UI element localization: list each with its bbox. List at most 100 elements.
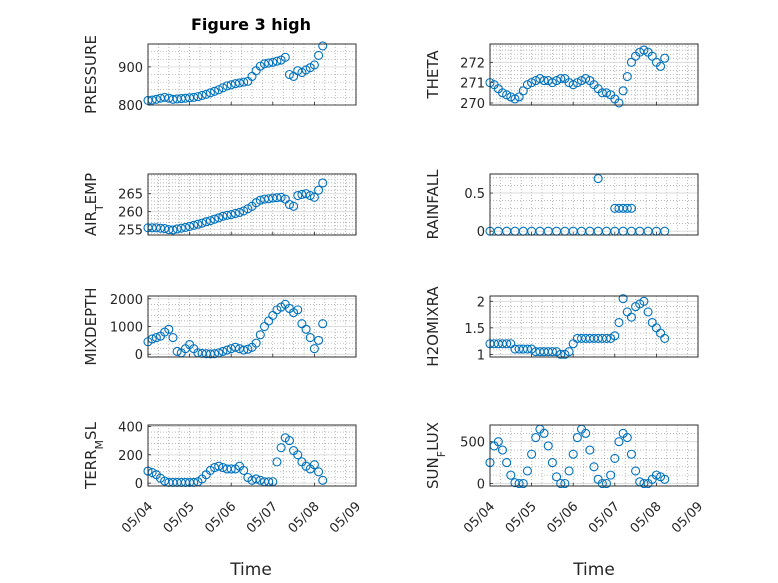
data-point [610, 453, 620, 463]
x-tick-label: 05/09 [327, 499, 364, 536]
data-point [293, 305, 303, 315]
x-tick-label: 05/06 [202, 499, 239, 536]
data-point [626, 57, 636, 67]
data-point [618, 86, 628, 96]
data-point [564, 466, 574, 476]
data-point [314, 185, 324, 195]
data-point [226, 209, 236, 220]
data-point [172, 346, 182, 357]
data-point [280, 52, 290, 62]
y-axis-label: RAINFALL [424, 169, 442, 240]
data-point [660, 333, 670, 343]
data-point [226, 80, 236, 90]
data-point [626, 449, 636, 459]
y-axis-label: PRESSURE [82, 35, 100, 114]
data-point [314, 467, 324, 477]
y-tick-label: 255 [118, 224, 143, 239]
data-point [239, 465, 249, 475]
y-tick-label: 1.5 [464, 322, 485, 337]
data-point [631, 466, 641, 476]
data-point [506, 470, 516, 480]
data-point [168, 225, 178, 235]
x-axis-label-right: Time [572, 560, 615, 580]
x-axis-label-left: Time [229, 560, 272, 580]
data-point [210, 86, 220, 96]
data-point [614, 98, 624, 108]
data-point [309, 60, 319, 70]
x-tick-label: 05/05 [503, 499, 540, 536]
y-tick-label: 0 [135, 477, 143, 492]
y-tick-label: 265 [118, 188, 143, 203]
data-point [210, 349, 220, 359]
data-point [643, 307, 653, 317]
data-point [539, 76, 549, 86]
subplot-mixdepth: 0 1000 2000 MIXDEPTH [82, 287, 357, 366]
data-point [222, 210, 232, 220]
data-point [318, 178, 328, 188]
axes-frame [147, 424, 357, 487]
data-point [214, 213, 224, 223]
x-tick-label: 05/08 [286, 499, 323, 536]
data-point [239, 206, 249, 216]
data-point [255, 330, 265, 340]
x-tick-label: 05/07 [244, 499, 281, 536]
data-point [276, 443, 286, 453]
axes-frame [489, 173, 699, 236]
data-point [522, 466, 532, 476]
subplot-rainfall: 0 0.5 RAINFALL [424, 169, 699, 240]
data-point [185, 221, 195, 231]
axes-frame [489, 43, 699, 106]
data-point [564, 347, 574, 357]
data-point [568, 449, 578, 459]
data-point [160, 92, 170, 102]
data-point [318, 475, 328, 485]
data-point [622, 71, 632, 82]
data-point [597, 478, 607, 489]
data-point [284, 436, 294, 446]
data-point [618, 294, 628, 304]
data-point [226, 464, 236, 474]
data-point [502, 458, 512, 468]
x-tick-label: 05/04 [461, 499, 498, 536]
y-axis-label: SUNFLUX [424, 422, 448, 489]
data-point [268, 57, 278, 67]
data-point [309, 460, 319, 470]
y-tick-label: 200 [118, 449, 143, 464]
data-point [556, 74, 566, 84]
data-point [568, 80, 578, 90]
y-tick-label: 2000 [110, 293, 143, 308]
x-tick-label: 05/04 [119, 499, 156, 536]
data-point [539, 428, 549, 438]
x-tick-label: 05/08 [628, 499, 665, 536]
data-point [518, 478, 528, 489]
data-point [510, 94, 520, 104]
x-tick-label: 05/07 [586, 499, 623, 536]
data-point [284, 199, 294, 210]
data-point [205, 88, 215, 98]
data-point [301, 189, 311, 199]
data-point [230, 79, 240, 89]
data-point [556, 478, 566, 489]
y-tick-label: 270 [460, 97, 485, 112]
data-point [560, 478, 570, 489]
data-point [230, 208, 240, 219]
data-point [305, 333, 315, 343]
data-point [556, 349, 566, 359]
data-point [497, 88, 508, 98]
data-point [180, 222, 190, 233]
data-point [272, 193, 282, 203]
y-tick-label: 0.5 [464, 187, 485, 202]
data-point [305, 190, 315, 201]
data-point [547, 347, 557, 357]
data-point [502, 339, 512, 349]
figure-title: Figure 3 high [191, 15, 311, 34]
data-point [314, 50, 324, 60]
data-point [201, 217, 211, 227]
data-point [522, 344, 532, 354]
data-point [264, 58, 274, 68]
y-tick-label: 1000 [110, 321, 143, 336]
subplot-pressure: 800 900 PRESSURE [82, 35, 357, 114]
axes-frame [489, 424, 699, 487]
y-tick-label: 271 [460, 77, 485, 92]
data-point [622, 203, 632, 213]
